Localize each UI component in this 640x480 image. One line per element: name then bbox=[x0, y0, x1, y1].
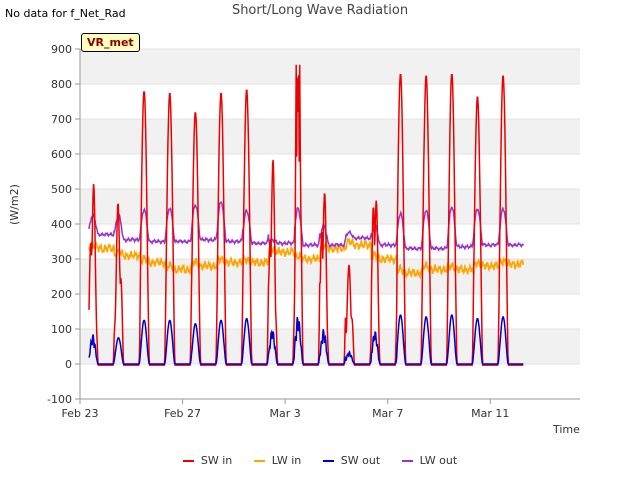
no-data-note: No data for f_Net_Rad bbox=[5, 7, 126, 20]
y-tick-label: 200 bbox=[51, 288, 72, 301]
y-axis-label: (W/m2) bbox=[8, 184, 21, 225]
y-tick-label: -100 bbox=[47, 393, 72, 406]
legend-swatch-lw-out bbox=[401, 460, 413, 462]
site-badge: VR_met bbox=[81, 33, 140, 52]
x-tick-label: Feb 23 bbox=[62, 407, 99, 420]
y-tick-label: 400 bbox=[51, 218, 72, 231]
y-tick-label: 500 bbox=[51, 183, 72, 196]
x-tick-label: Mar 3 bbox=[270, 407, 301, 420]
x-axis-label: Time bbox=[553, 423, 580, 436]
y-tick-label: 600 bbox=[51, 148, 72, 161]
plot-band bbox=[80, 49, 580, 84]
legend-label-sw-in: SW in bbox=[200, 454, 233, 467]
series-line-lw-out bbox=[88, 201, 524, 252]
legend: SW in LW in SW out LW out bbox=[0, 454, 640, 467]
y-tick-label: 700 bbox=[51, 113, 72, 126]
legend-swatch-sw-out bbox=[322, 460, 334, 462]
plot-band bbox=[80, 294, 580, 329]
plot-band bbox=[80, 364, 580, 399]
chart-title: Short/Long Wave Radiation bbox=[231, 3, 409, 18]
series-line-lw-in bbox=[88, 237, 525, 280]
plot-band bbox=[80, 189, 580, 224]
legend-item-lw-out: LW out bbox=[401, 454, 458, 467]
legend-item-sw-in: SW in bbox=[182, 454, 233, 467]
legend-swatch-lw-in bbox=[253, 460, 265, 462]
series-line-sw-in bbox=[88, 64, 524, 366]
x-tick-label: Mar 11 bbox=[471, 407, 509, 420]
plot-band bbox=[80, 84, 580, 119]
legend-label-lw-out: LW out bbox=[419, 454, 458, 467]
y-tick-label: 800 bbox=[51, 78, 72, 91]
y-tick-label: 100 bbox=[51, 323, 72, 336]
plot-band bbox=[80, 119, 580, 154]
legend-swatch-sw-in bbox=[182, 460, 194, 462]
series-line-sw-out bbox=[88, 314, 524, 365]
legend-item-sw-out: SW out bbox=[322, 454, 381, 467]
plot-band bbox=[80, 154, 580, 189]
legend-label-lw-in: LW in bbox=[271, 454, 302, 467]
plot-band bbox=[80, 329, 580, 364]
legend-label-sw-out: SW out bbox=[340, 454, 381, 467]
y-tick-label: 900 bbox=[51, 43, 72, 56]
legend-item-lw-in: LW in bbox=[253, 454, 302, 467]
x-tick-label: Feb 27 bbox=[164, 407, 201, 420]
y-tick-label: 300 bbox=[51, 253, 72, 266]
y-tick-label: 0 bbox=[65, 358, 72, 371]
x-tick-label: Mar 7 bbox=[372, 407, 403, 420]
